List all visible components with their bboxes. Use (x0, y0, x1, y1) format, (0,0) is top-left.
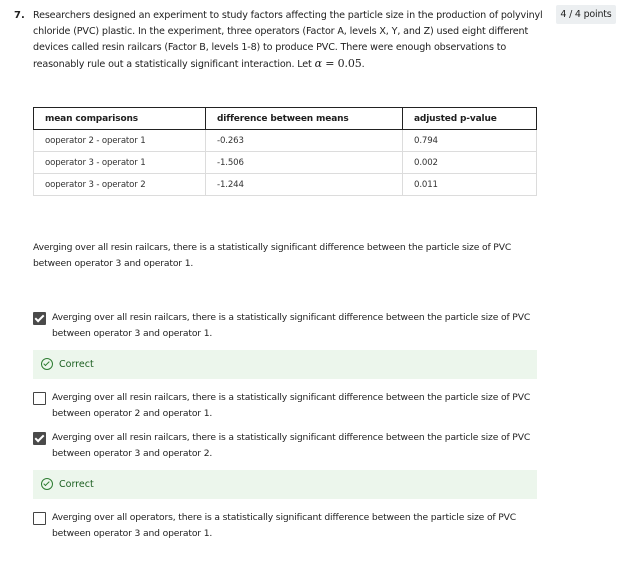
table-row: ooperator 3 - operator 1 -1.506 0.002 (33, 151, 537, 174)
checkbox-unchecked[interactable] (33, 392, 46, 405)
alpha-value: 0.05 (337, 57, 362, 70)
feedback-correct: Correct (33, 350, 537, 379)
prompt-text: Researchers designed an experiment to st… (33, 10, 543, 70)
option-label: Averging over all resin railcars, there … (52, 432, 531, 459)
checkbox-checked[interactable] (33, 432, 46, 445)
statement-text: Averging over all resin railcars, there … (33, 242, 512, 269)
cell-difference: -1.506 (205, 151, 403, 174)
table-header-row: mean comparisons difference between mean… (33, 107, 537, 130)
cell-difference: -1.244 (205, 173, 403, 196)
check-circle-icon (41, 358, 53, 370)
feedback-label: Correct (59, 359, 94, 370)
feedback-label: Correct (59, 479, 94, 490)
header-difference: difference between means (205, 107, 403, 130)
cell-p-value: 0.794 (402, 129, 537, 152)
table-row: ooperator 3 - operator 2 -1.244 0.011 (33, 173, 537, 196)
cell-comparison: ooperator 2 - operator 1 (33, 129, 206, 152)
alpha-equals: = (325, 57, 335, 70)
cell-comparison: ooperator 3 - operator 2 (33, 173, 206, 196)
alpha-expression: α = 0.05 (315, 57, 362, 70)
feedback-correct: Correct (33, 470, 537, 499)
question-number: 7. (14, 10, 25, 21)
alpha-period: . (361, 59, 365, 70)
table-row: ooperator 2 - operator 1 -0.263 0.794 (33, 129, 537, 152)
alpha-symbol: α (314, 57, 322, 70)
option-label: Averging over all resin railcars, there … (52, 312, 531, 339)
comparison-table: mean comparisons difference between mean… (33, 107, 537, 196)
check-circle-icon (41, 478, 53, 490)
checkbox-checked[interactable] (33, 312, 46, 325)
option-label: Averging over all resin railcars, there … (52, 392, 531, 419)
question-prompt: Researchers designed an experiment to st… (33, 8, 543, 73)
option-label: Averging over all operators, there is a … (52, 512, 517, 539)
header-p-value: adjusted p-value (402, 107, 537, 130)
points-badge: 4 / 4 points (556, 5, 616, 24)
cell-difference: -0.263 (205, 129, 403, 152)
header-mean-comparisons: mean comparisons (33, 107, 206, 130)
checkbox-unchecked[interactable] (33, 512, 46, 525)
cell-p-value: 0.011 (402, 173, 537, 196)
cell-p-value: 0.002 (402, 151, 537, 174)
cell-comparison: ooperator 3 - operator 1 (33, 151, 206, 174)
